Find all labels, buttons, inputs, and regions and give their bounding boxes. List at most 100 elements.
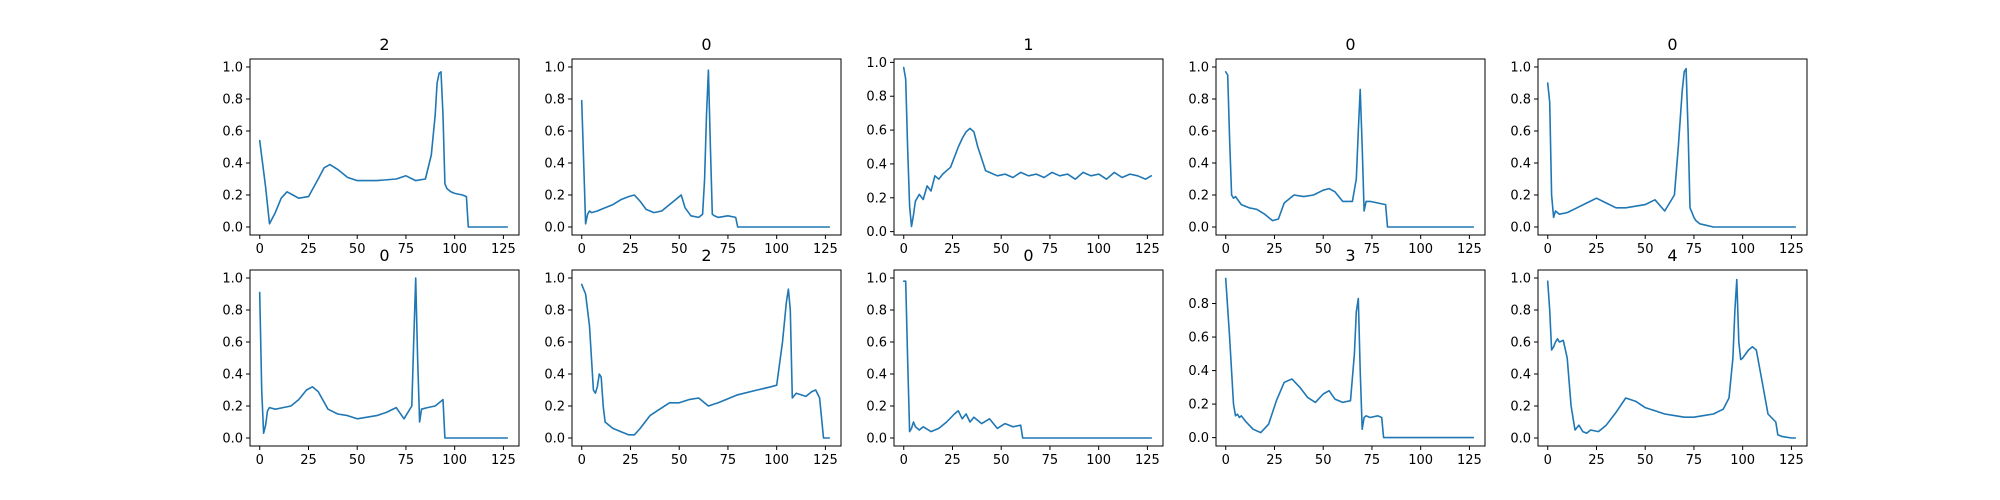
x-tick-label: 125: [1135, 453, 1160, 468]
x-tick-label: 50: [1637, 242, 1654, 257]
x-tick-label: 100: [1408, 242, 1433, 257]
y-tick-label: 0.4: [866, 368, 887, 383]
series-line: [258, 277, 509, 439]
y-tick-label: 0.8: [1188, 297, 1209, 312]
x-tick-label: 50: [1315, 242, 1332, 257]
y-tick-label: 1.0: [222, 272, 243, 287]
y-tick-label: 0.6: [544, 336, 565, 351]
y-tick-label: 0.6: [1510, 336, 1531, 351]
x-tick-label: 125: [1135, 242, 1160, 257]
chart-panel-5: 0 0 25 50 75 100 125 0.0 0.2 0.4 0.6 0.8 1.0: [1510, 35, 1808, 257]
y-tick-label: 0.0: [544, 432, 565, 447]
y-tick-label: 0.0: [544, 221, 565, 236]
y-tick-label: 0.0: [222, 221, 243, 236]
y-tick-label: 0.2: [1510, 189, 1531, 204]
panel-title: 0: [1345, 35, 1355, 54]
y-tick-label: 0.4: [866, 157, 887, 172]
chart-panel-10: 4 0 25 50 75 100 125 0.0 0.2 0.4 0.6 0.8 1.0: [1510, 246, 1808, 468]
x-tick-label: 125: [813, 242, 838, 257]
y-tick-label: 0.4: [1188, 157, 1209, 172]
plot-area-frame: [571, 58, 842, 236]
x-tick-label: 125: [491, 242, 516, 257]
y-tick-label: 1.0: [866, 272, 887, 287]
x-tick-label: 100: [1086, 242, 1111, 257]
series-line: [1224, 71, 1475, 228]
chart-panel-3: 1 0 25 50 75 100 125 0.0 0.2 0.4 0.6 0.8 1.0: [866, 35, 1164, 257]
y-tick-label: 0.0: [1510, 432, 1531, 447]
y-tick-label: 0.8: [544, 304, 565, 319]
y-tick-label: 0.0: [1188, 431, 1209, 446]
x-tick-label: 25: [944, 242, 961, 257]
x-tick-label: 50: [349, 453, 366, 468]
panel-title: 0: [1667, 35, 1677, 54]
y-tick-label: 0.2: [1188, 189, 1209, 204]
y-tick-label: 0.4: [222, 368, 243, 383]
x-tick-label: 50: [993, 242, 1010, 257]
x-tick-label: 100: [1408, 453, 1433, 468]
x-tick-label: 25: [300, 242, 317, 257]
x-tick-label: 25: [1588, 242, 1605, 257]
panel-title: 4: [1667, 246, 1677, 265]
x-tick-label: 100: [1730, 242, 1755, 257]
x-tick-label: 0: [1222, 453, 1230, 468]
x-tick-label: 100: [1086, 453, 1111, 468]
x-tick-label: 100: [442, 242, 467, 257]
y-tick-label: 0.4: [1510, 368, 1531, 383]
x-tick-label: 50: [349, 242, 366, 257]
x-tick-label: 50: [1315, 453, 1332, 468]
y-tick-label: 0.6: [1188, 331, 1209, 346]
y-tick-label: 0.6: [866, 124, 887, 139]
y-tick-label: 1.0: [1510, 272, 1531, 287]
panel-title: 3: [1345, 246, 1355, 265]
y-tick-label: 0.0: [866, 225, 887, 240]
y-tick-label: 0.0: [1510, 221, 1531, 236]
y-tick-label: 0.8: [866, 90, 887, 105]
plot-area-frame: [893, 58, 1164, 236]
plot-area-frame: [893, 269, 1164, 447]
y-tick-label: 0.6: [1188, 125, 1209, 140]
x-tick-label: 0: [1544, 242, 1552, 257]
x-tick-label: 0: [578, 242, 586, 257]
y-tick-label: 0.2: [544, 189, 565, 204]
x-tick-label: 0: [900, 242, 908, 257]
y-tick-label: 0.2: [866, 400, 887, 415]
x-tick-label: 25: [1266, 242, 1283, 257]
x-tick-label: 75: [1042, 242, 1059, 257]
y-tick-label: 0.8: [866, 304, 887, 319]
x-tick-label: 50: [1637, 453, 1654, 468]
y-tick-label: 0.2: [544, 400, 565, 415]
x-tick-label: 75: [1364, 242, 1381, 257]
x-tick-label: 100: [764, 242, 789, 257]
x-tick-label: 0: [1544, 453, 1552, 468]
x-tick-label: 125: [813, 453, 838, 468]
x-tick-label: 100: [1730, 453, 1755, 468]
x-tick-label: 0: [1222, 242, 1230, 257]
x-tick-label: 25: [1266, 453, 1283, 468]
y-tick-label: 0.8: [222, 304, 243, 319]
x-tick-label: 75: [720, 242, 737, 257]
plot-area-frame: [249, 58, 520, 236]
series-line: [1546, 278, 1797, 439]
x-tick-label: 75: [1686, 453, 1703, 468]
y-tick-label: 0.4: [1188, 364, 1209, 379]
chart-panel-4: 0 0 25 50 75 100 125 0.0 0.2 0.4 0.6 0.8 1.0: [1188, 35, 1486, 257]
y-tick-label: 0.8: [544, 93, 565, 108]
x-tick-label: 50: [993, 453, 1010, 468]
x-tick-label: 75: [1042, 453, 1059, 468]
series-line: [258, 71, 509, 228]
chart-panel-8: 0 0 25 50 75 100 125 0.0 0.2 0.4 0.6 0.8 1.0: [866, 246, 1164, 468]
y-tick-label: 0.2: [866, 191, 887, 206]
y-tick-label: 0.4: [544, 157, 565, 172]
series-line: [902, 280, 1153, 439]
x-tick-label: 75: [398, 242, 415, 257]
y-tick-label: 1.0: [1188, 61, 1209, 76]
x-tick-label: 75: [398, 453, 415, 468]
y-tick-label: 0.8: [1510, 93, 1531, 108]
x-tick-label: 25: [300, 453, 317, 468]
y-tick-label: 1.0: [544, 272, 565, 287]
panel-title: 2: [379, 35, 389, 54]
y-tick-label: 0.2: [1510, 400, 1531, 415]
y-tick-label: 1.0: [544, 61, 565, 76]
y-tick-label: 1.0: [866, 56, 887, 71]
panel-title: 2: [701, 246, 711, 265]
